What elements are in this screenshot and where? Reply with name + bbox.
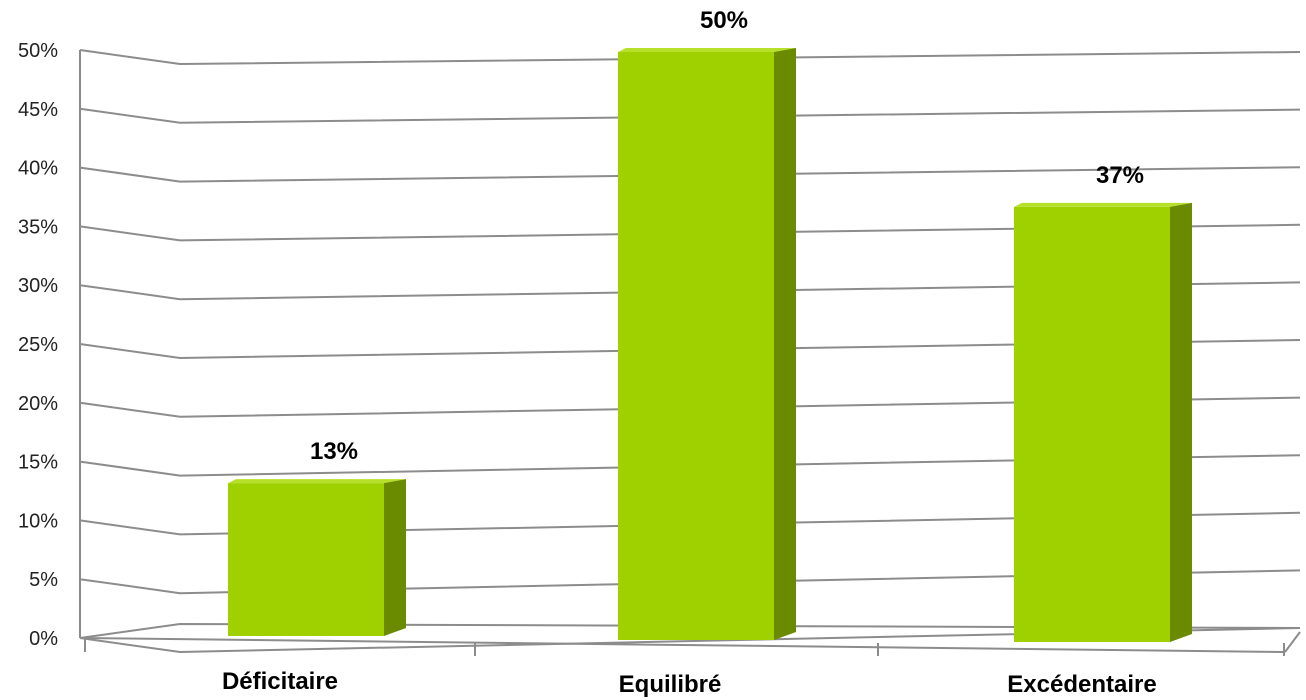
labels: 0% 5% 10% 15% 20% 25% 30% 35% 40% 45% 50% 13% Défici… bbox=[18, 7, 1157, 698]
bars bbox=[228, 48, 1192, 642]
gridline bbox=[79, 49, 1301, 66]
x-axis-line bbox=[79, 637, 1286, 653]
gridline bbox=[79, 281, 1301, 301]
gridline bbox=[79, 339, 1301, 360]
bar-side bbox=[774, 48, 796, 640]
y-tick-label: 5% bbox=[29, 569, 58, 591]
y-tick-label: 15% bbox=[18, 452, 58, 474]
y-tick-label: 50% bbox=[18, 40, 58, 62]
bar-side bbox=[1170, 202, 1192, 642]
bar-top bbox=[618, 48, 796, 52]
gridline bbox=[79, 627, 1301, 654]
y-tick-label: 35% bbox=[18, 216, 58, 238]
axes bbox=[79, 50, 1301, 656]
bar bbox=[1014, 206, 1170, 642]
x-axis-back-edge bbox=[79, 622, 1301, 639]
gridline bbox=[79, 569, 1301, 595]
bar-side bbox=[384, 479, 406, 636]
x-axis-right-edge bbox=[1284, 631, 1301, 653]
y-tick-label: 40% bbox=[18, 158, 58, 180]
y-tick-label: 20% bbox=[18, 393, 58, 415]
gridline bbox=[79, 223, 1301, 242]
bar bbox=[228, 483, 384, 636]
gridline bbox=[79, 511, 1301, 536]
y-tick-label: 45% bbox=[18, 99, 58, 121]
x-category-label: Excédentaire bbox=[1007, 671, 1156, 698]
gridline bbox=[79, 454, 1301, 477]
gridline bbox=[79, 166, 1301, 183]
data-label: 37% bbox=[1096, 162, 1144, 189]
y-tick-label: 0% bbox=[29, 628, 58, 650]
gridlines bbox=[79, 49, 1301, 654]
bar bbox=[618, 52, 774, 640]
y-tick-label: 30% bbox=[18, 275, 58, 297]
gridline bbox=[79, 396, 1301, 418]
y-tick-label: 25% bbox=[18, 334, 58, 356]
data-label: 50% bbox=[700, 7, 748, 34]
bar-top bbox=[228, 479, 406, 484]
data-label: 13% bbox=[310, 438, 358, 465]
y-tick-label: 10% bbox=[18, 510, 58, 532]
x-category-label: Equilibré bbox=[619, 671, 722, 698]
x-category-label: Déficitaire bbox=[222, 668, 338, 695]
gridline bbox=[79, 107, 1301, 124]
bar-top bbox=[1014, 202, 1192, 207]
